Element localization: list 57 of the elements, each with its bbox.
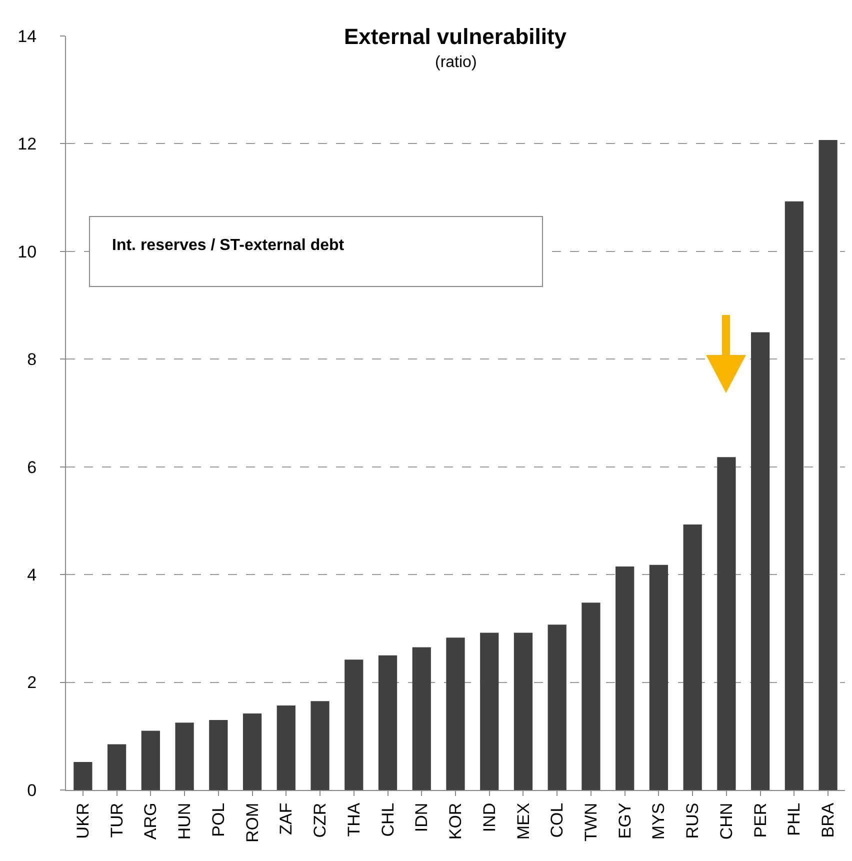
- x-tick-label: RUS: [683, 802, 702, 839]
- y-tick-label: 2: [27, 673, 37, 692]
- text: (ratio): [435, 54, 477, 71]
- bar: [446, 638, 465, 790]
- bar: [784, 201, 804, 790]
- bar: [616, 566, 634, 790]
- x-tick-label: MEX: [514, 802, 533, 840]
- x-tick-label: TUR: [107, 802, 126, 838]
- x-tick-label: POL: [208, 802, 228, 837]
- bar: [175, 722, 194, 790]
- bar: [514, 632, 533, 790]
- x-tick-label: KOR: [446, 802, 466, 840]
- bar: [751, 332, 770, 790]
- x-tick-label: HUN: [175, 802, 194, 840]
- bar: [818, 140, 838, 790]
- x-tick-label: BRA: [818, 802, 838, 838]
- bar: [209, 720, 228, 790]
- x-tick-label: TWN: [582, 802, 601, 842]
- x-tick-label: CZR: [310, 802, 330, 838]
- x-tick-label: ARG: [141, 802, 160, 840]
- bar: [107, 744, 126, 790]
- x-tick-label: UKR: [73, 802, 92, 839]
- bar: [548, 624, 566, 790]
- bar: [480, 632, 499, 790]
- bar: [344, 660, 364, 790]
- bar: [649, 564, 668, 790]
- bar: [276, 705, 296, 790]
- y-tick-label: 12: [18, 134, 37, 154]
- bar: [242, 714, 262, 790]
- x-tick-label: COL: [548, 802, 567, 838]
- x-tick-label: PHL: [784, 802, 804, 836]
- y-tick-label: 0: [27, 780, 37, 800]
- bar: [582, 602, 600, 790]
- x-tick-label: CHL: [378, 802, 398, 837]
- bar: [717, 457, 736, 790]
- x-tick-label: CHN: [716, 802, 736, 840]
- y-tick-label: 14: [18, 26, 37, 46]
- bar: [310, 701, 330, 790]
- y-tick-label: 6: [27, 458, 37, 477]
- bar: [141, 730, 160, 790]
- bar: [412, 647, 431, 790]
- x-tick-label: ZAF: [276, 802, 296, 835]
- x-tick-label: IND: [480, 802, 499, 832]
- bar: [683, 524, 702, 790]
- bar: [378, 655, 398, 790]
- chart-title: External vulnerability: [344, 24, 568, 49]
- y-tick-label: 10: [18, 242, 37, 262]
- y-tick-label: 4: [27, 566, 37, 585]
- bar: [74, 762, 92, 790]
- x-tick-label: THA: [344, 802, 364, 837]
- note-box: Int. reserves / ST-external debt: [89, 216, 543, 287]
- y-tick-label: 8: [27, 350, 37, 370]
- x-tick-label: ROM: [242, 802, 262, 842]
- x-tick-label: IDN: [412, 802, 432, 832]
- x-tick-label: PER: [750, 802, 770, 838]
- x-tick-label: MYS: [649, 802, 668, 840]
- x-tick-label: EGY: [615, 802, 634, 839]
